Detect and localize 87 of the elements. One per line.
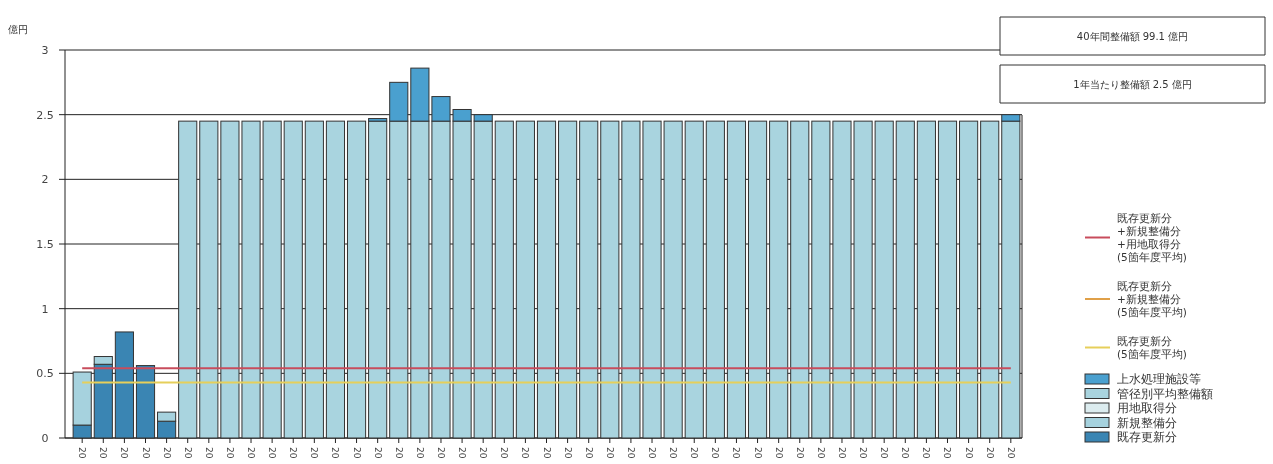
- x-tick-label: 20: [499, 447, 510, 459]
- bar: [114, 331, 134, 439]
- x-tick-label: 20: [984, 447, 995, 459]
- x-tick-label: 20: [689, 447, 700, 459]
- x-tick-label: 20: [246, 447, 257, 459]
- bar: [494, 120, 514, 439]
- x-tick-label: 20: [963, 447, 974, 459]
- x-tick-label: 20: [119, 447, 130, 459]
- x-tick-label: 20: [625, 447, 636, 459]
- y-tick-label: 3: [41, 44, 49, 57]
- y-axis-title: 億円: [8, 24, 28, 35]
- x-tick-label: 20: [435, 447, 446, 459]
- legend-label: 新規整備分: [1117, 415, 1177, 430]
- x-tick-label: 20: [520, 447, 531, 459]
- bar: [579, 120, 599, 439]
- x-tick-label: 20: [710, 447, 721, 459]
- x-tick-label: 20: [98, 447, 109, 459]
- bar: [325, 120, 346, 439]
- x-tick-label: 20: [267, 447, 278, 459]
- legend-label: 用地取得分: [1117, 401, 1177, 415]
- y-tick-label: 0.5: [36, 367, 54, 381]
- x-tick-label: 20: [140, 447, 151, 459]
- x-tick-label: 20: [794, 447, 805, 459]
- bar: [790, 120, 810, 439]
- x-tick-label: 20: [562, 447, 573, 459]
- x-tick-label: 20: [372, 447, 383, 459]
- bar: [980, 120, 1000, 439]
- bar: [368, 120, 388, 439]
- bar: [283, 120, 303, 439]
- y-tick-label: 1: [41, 302, 49, 316]
- bar: [895, 120, 915, 439]
- x-tick-label: 20: [161, 447, 172, 459]
- y-tick-label: 2.5: [36, 108, 54, 122]
- bar: [916, 120, 936, 439]
- x-tick-label: 20: [541, 447, 552, 459]
- legend-label: 既存更新分 +新規整備分 (5箇年度平均): [1117, 280, 1187, 318]
- bar: [178, 120, 198, 439]
- y-tick-label: 2: [41, 173, 49, 187]
- x-tick-label: 20: [773, 447, 784, 459]
- bar: [536, 120, 557, 439]
- legend-label: 上水処理施設等: [1117, 372, 1201, 386]
- x-tick-label: 20: [900, 447, 911, 459]
- x-tick-label: 20: [330, 447, 341, 459]
- x-tick-label: 20: [858, 447, 869, 459]
- bar: [769, 120, 789, 439]
- x-tick-label: 20: [1005, 447, 1016, 459]
- x-tick-label: 20: [288, 447, 299, 459]
- bar: [937, 120, 958, 439]
- legend-label: 既存更新分 +新規整備分 +用地取得分 (5箇年度平均): [1117, 212, 1187, 263]
- x-tick-label: 20: [393, 447, 404, 459]
- x-tick-label: 20: [351, 447, 362, 459]
- x-tick-label: 20: [921, 447, 932, 459]
- x-tick-label: 20: [414, 447, 425, 459]
- legend-label: 既存更新分: [1117, 430, 1177, 444]
- x-tick-label: 20: [457, 447, 468, 459]
- y-tick-label: 1.5: [36, 238, 54, 251]
- text: 1年当たり整備額 2.5 億円: [1073, 79, 1192, 90]
- x-tick-label: 20: [77, 447, 88, 459]
- x-tick-label: 20: [668, 447, 679, 459]
- x-tick-label: 20: [879, 447, 890, 459]
- bar: [684, 120, 704, 439]
- x-tick-label: 20: [478, 447, 489, 459]
- x-tick-label: 20: [203, 447, 214, 459]
- bar: [726, 120, 747, 439]
- x-tick-label: 20: [182, 447, 193, 459]
- bar: [959, 120, 979, 439]
- x-tick-label: 20: [836, 447, 847, 459]
- bar: [747, 120, 768, 439]
- x-tick-label: 20: [647, 447, 658, 459]
- x-tick-label: 20: [309, 447, 320, 459]
- bar: [515, 120, 535, 439]
- bar: [346, 120, 367, 439]
- x-tick-label: 20: [752, 447, 763, 459]
- bar: [135, 365, 156, 439]
- x-tick-label: 20: [583, 447, 594, 459]
- legend-label: 既存更新分 (5箇年度平均): [1117, 335, 1187, 360]
- bar: [558, 120, 578, 439]
- bar: [705, 120, 725, 439]
- x-tick-label: 20: [942, 447, 953, 459]
- legend-label: 管径別平均整備額: [1117, 386, 1213, 401]
- text: 40年間整備額 99.1 億円: [1076, 31, 1189, 42]
- x-tick-label: 20: [604, 447, 615, 459]
- x-tick-label: 20: [224, 447, 235, 459]
- y-tick-label: 0: [41, 432, 49, 445]
- bar: [304, 120, 324, 439]
- x-tick-label: 20: [731, 447, 742, 459]
- x-tick-label: 20: [815, 447, 826, 459]
